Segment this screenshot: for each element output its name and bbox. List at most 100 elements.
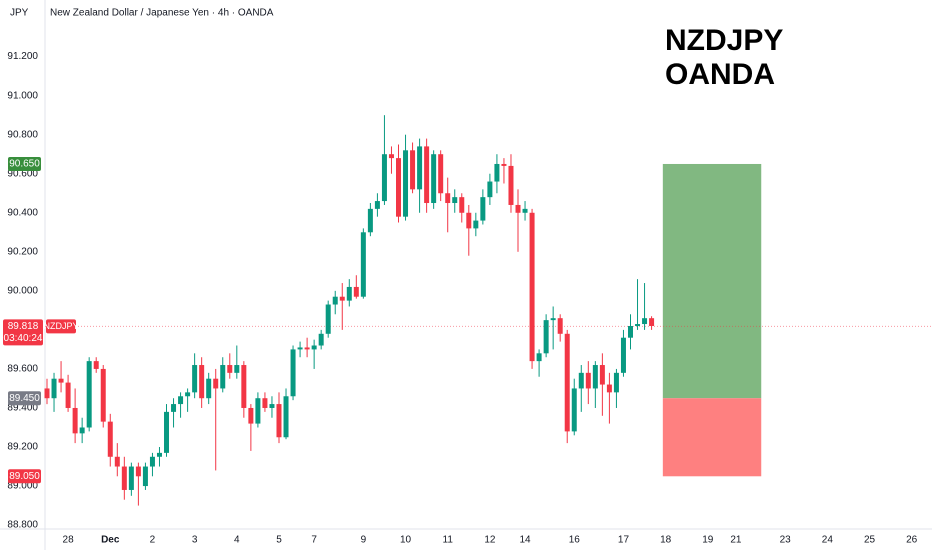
candle-body bbox=[431, 154, 437, 204]
x-tick-label: 17 bbox=[618, 535, 630, 546]
x-tick-label: 10 bbox=[400, 535, 412, 546]
axis-unit: JPY bbox=[10, 8, 29, 19]
candle-body bbox=[374, 201, 380, 209]
candle-body bbox=[269, 404, 275, 408]
y-tick-label: 91.000 bbox=[7, 90, 38, 101]
candle-body bbox=[494, 163, 500, 182]
candle-body bbox=[571, 388, 577, 432]
target-label-bg bbox=[8, 156, 41, 171]
candle-body bbox=[592, 365, 598, 389]
stop-label-bg bbox=[8, 469, 41, 484]
candle-body bbox=[466, 212, 472, 229]
last-price-label: 89.818 bbox=[8, 321, 39, 332]
x-tick-label: 24 bbox=[822, 535, 834, 546]
y-tick-label: 88.800 bbox=[7, 520, 38, 531]
x-tick-label: 16 bbox=[569, 535, 581, 546]
candle-body bbox=[72, 407, 78, 434]
candle-body bbox=[388, 154, 394, 159]
candle-body bbox=[410, 150, 416, 190]
candle-body bbox=[262, 398, 268, 408]
candle-body bbox=[522, 208, 528, 213]
x-tick-label: 3 bbox=[192, 535, 198, 546]
candle-body bbox=[403, 150, 409, 217]
candle-body bbox=[515, 204, 521, 213]
x-tick-label: 5 bbox=[276, 535, 282, 546]
stop-label: 89.050 bbox=[9, 471, 40, 482]
candle-body bbox=[114, 456, 120, 467]
candle-body bbox=[620, 337, 626, 373]
candle-body bbox=[185, 392, 191, 397]
x-tick-label: 12 bbox=[484, 535, 496, 546]
y-tick-label: 90.200 bbox=[7, 246, 38, 257]
entry-label: 89.450 bbox=[9, 393, 40, 404]
x-tick-label: 7 bbox=[311, 535, 317, 546]
candle-body bbox=[325, 304, 331, 334]
candle-body bbox=[367, 208, 373, 233]
candle-body bbox=[290, 349, 296, 397]
x-tick-label: 26 bbox=[906, 535, 918, 546]
x-tick-label: 18 bbox=[660, 535, 672, 546]
candle-body bbox=[318, 333, 324, 346]
candle-body bbox=[642, 318, 648, 325]
candle-body bbox=[206, 378, 212, 399]
candle-body bbox=[445, 193, 451, 204]
x-tick-label: 9 bbox=[361, 535, 367, 546]
candle-body bbox=[121, 466, 127, 490]
candle-body bbox=[255, 398, 261, 424]
watermark: NZDJPY bbox=[665, 24, 783, 57]
candle-body bbox=[381, 154, 387, 202]
candle-body bbox=[283, 396, 289, 438]
x-tick-label: 14 bbox=[519, 535, 531, 546]
candle-body bbox=[487, 181, 493, 198]
candle-body bbox=[199, 365, 205, 399]
candle-body bbox=[529, 212, 535, 362]
candle-body bbox=[339, 296, 345, 301]
last-price-bg bbox=[3, 319, 43, 346]
candle-body bbox=[276, 404, 282, 438]
candle-body bbox=[438, 154, 444, 194]
candle-body bbox=[248, 407, 254, 424]
candle-body bbox=[100, 368, 106, 422]
candle-body bbox=[452, 197, 458, 204]
candle-body bbox=[346, 286, 352, 301]
candle-body bbox=[649, 318, 655, 326]
candle-body bbox=[51, 378, 57, 399]
candle-body bbox=[536, 353, 542, 362]
candle-body bbox=[220, 365, 226, 389]
candle-body bbox=[564, 333, 570, 432]
candle-body bbox=[557, 318, 563, 334]
chart-title: New Zealand Dollar / Japanese Yen · 4h ·… bbox=[50, 8, 274, 19]
candle-body bbox=[58, 378, 64, 383]
y-tick-label: 90.000 bbox=[7, 285, 38, 296]
x-tick-label: 19 bbox=[702, 535, 714, 546]
candle-body bbox=[213, 378, 219, 389]
y-tick-label: 91.200 bbox=[7, 51, 38, 62]
x-tick-label: 11 bbox=[443, 535, 454, 546]
candle-body bbox=[599, 365, 605, 385]
candle-body bbox=[79, 427, 85, 434]
candle-body bbox=[635, 324, 641, 326]
watermark: OANDA bbox=[665, 58, 775, 91]
target-label: 90.650 bbox=[9, 159, 40, 170]
candle-body bbox=[149, 456, 155, 467]
candle-body bbox=[473, 220, 479, 229]
candle-body bbox=[417, 146, 423, 190]
candle-body bbox=[578, 372, 584, 389]
countdown: 03:40:24 bbox=[4, 333, 43, 344]
x-tick-label: Dec bbox=[101, 535, 120, 546]
y-tick-label: 90.400 bbox=[7, 207, 38, 218]
candle-body bbox=[396, 158, 401, 217]
candle-body bbox=[606, 384, 612, 393]
candle-body bbox=[44, 388, 50, 399]
loss-zone bbox=[662, 398, 762, 477]
candle-body bbox=[332, 296, 338, 305]
candle-body bbox=[627, 325, 633, 338]
profit-zone bbox=[662, 163, 762, 399]
entry-label-bg bbox=[8, 391, 41, 406]
candle-body bbox=[297, 347, 303, 350]
candle-body bbox=[93, 361, 99, 369]
candle-body bbox=[65, 382, 71, 408]
candle-body bbox=[311, 345, 317, 350]
x-tick-label: 4 bbox=[234, 535, 240, 546]
